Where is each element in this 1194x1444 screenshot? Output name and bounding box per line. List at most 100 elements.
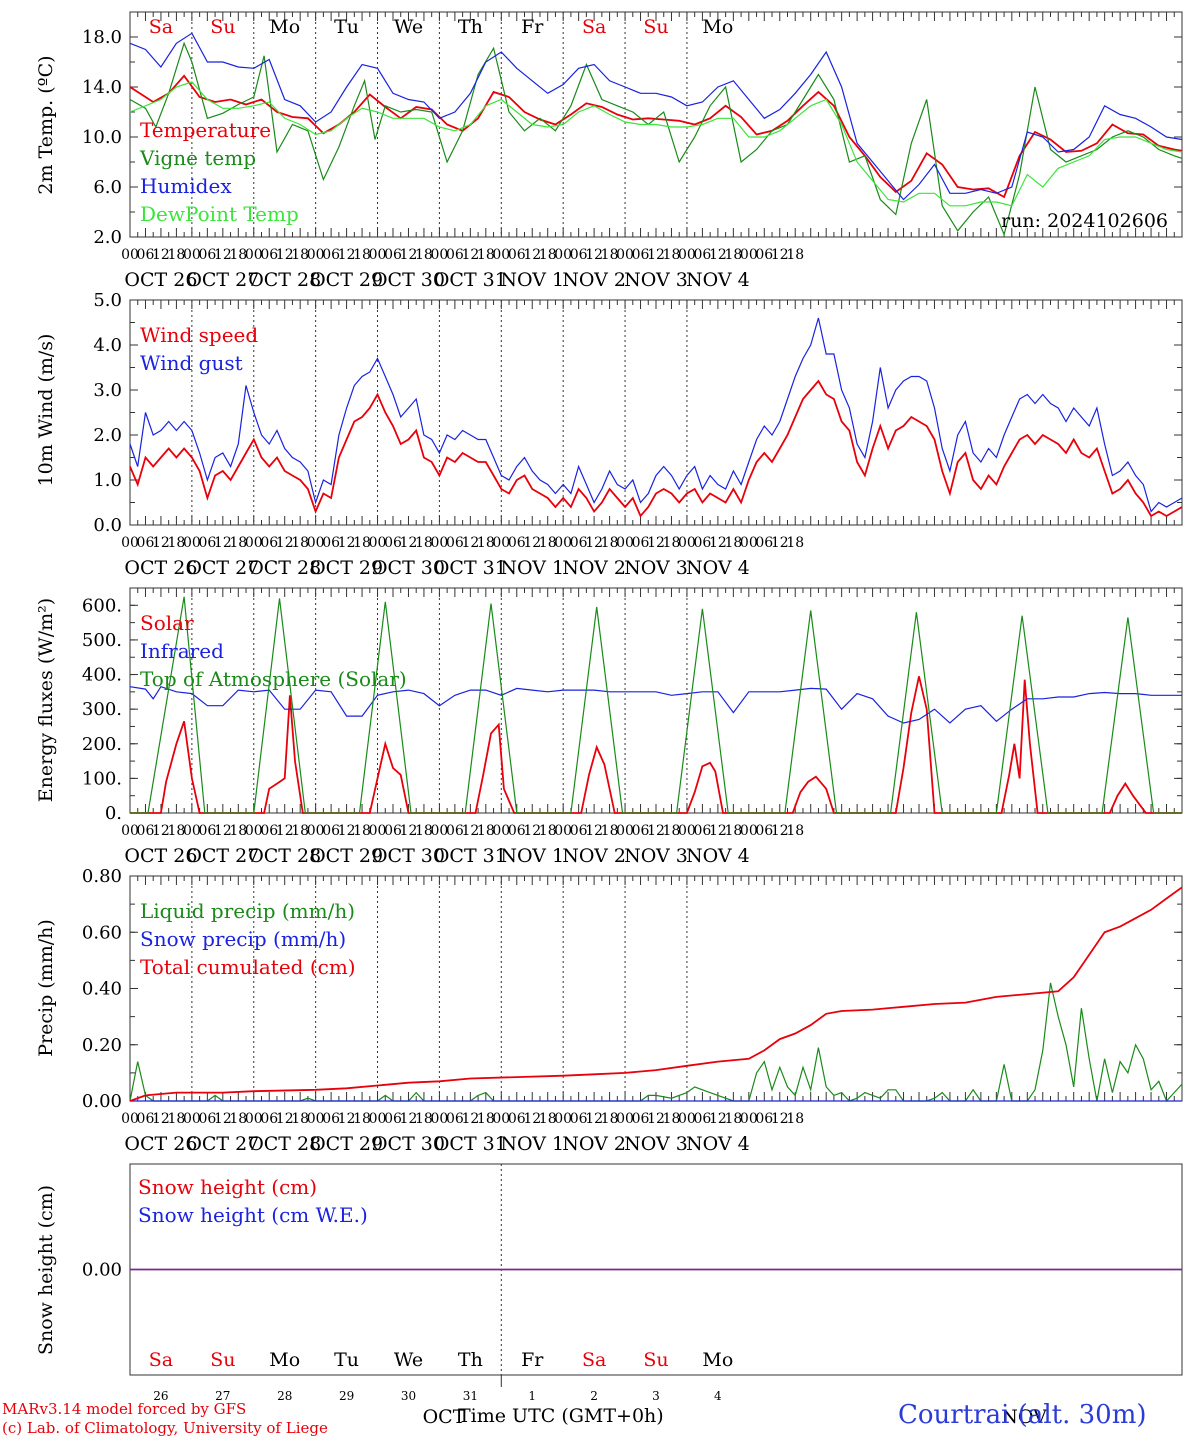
date-label: NOV 2 xyxy=(562,557,626,579)
hour-label: 06 xyxy=(508,535,526,551)
y-tick-label: 300. xyxy=(82,699,122,720)
hour-label: 00 xyxy=(492,1111,510,1127)
hour-label: 00 xyxy=(307,1111,325,1127)
hour-label: 06 xyxy=(198,1111,216,1127)
hour-label: 18 xyxy=(601,823,619,839)
hour-label: 12 xyxy=(709,1111,727,1127)
day-number: 27 xyxy=(215,1389,230,1403)
hour-label: 00 xyxy=(430,247,448,263)
hour-label: 12 xyxy=(771,823,789,839)
hour-label: 00 xyxy=(678,247,696,263)
day-name: Fr xyxy=(521,16,544,38)
hour-label: 00 xyxy=(121,1111,139,1127)
hour-label: 00 xyxy=(430,535,448,551)
hour-label: 18 xyxy=(167,823,185,839)
day-number: 4 xyxy=(714,1389,722,1403)
day-name: Fr xyxy=(521,1349,544,1371)
date-label: OCT 28 xyxy=(248,845,321,867)
credit-model: MARv3.14 model forced by GFS xyxy=(2,1400,247,1418)
y-tick-label: 5.0 xyxy=(93,290,122,311)
day-name: Sa xyxy=(582,1349,606,1371)
hour-label: 18 xyxy=(477,535,495,551)
hour-label: 12 xyxy=(400,823,418,839)
hour-label: 12 xyxy=(338,247,356,263)
hour-label: 12 xyxy=(771,1111,789,1127)
day-name: We xyxy=(394,16,423,38)
hour-label: 00 xyxy=(554,535,572,551)
hour-label: 00 xyxy=(369,247,387,263)
hour-label: 12 xyxy=(647,1111,665,1127)
y-tick-label: 2.0 xyxy=(93,227,122,248)
hour-label: 06 xyxy=(384,823,402,839)
hour-label: 00 xyxy=(245,823,263,839)
hour-label: 06 xyxy=(632,535,650,551)
hour-label: 18 xyxy=(477,823,495,839)
date-label: OCT 26 xyxy=(124,269,197,291)
series-line xyxy=(129,886,1183,1102)
date-label: OCT 26 xyxy=(124,1133,197,1155)
hour-label: 06 xyxy=(260,247,278,263)
day-name: Su xyxy=(643,1349,668,1371)
hour-label: 00 xyxy=(678,535,696,551)
legend-entry: Wind speed xyxy=(140,323,258,347)
hour-label: 12 xyxy=(771,247,789,263)
hour-label: 12 xyxy=(214,1111,232,1127)
panel-4: 0.00 0.20 0.40 0.60 0.80 Precip (mm/h) Liquid … xyxy=(35,866,1183,1155)
hour-label: 12 xyxy=(152,823,170,839)
hour-label: 06 xyxy=(260,1111,278,1127)
y-axis-label: Energy fluxes (W/m²) xyxy=(35,598,57,802)
y-axis-label: 10m Wind (m/s) xyxy=(35,334,57,487)
hour-label: 06 xyxy=(446,247,464,263)
y-tick-label: 4.0 xyxy=(93,335,122,356)
hour-label: 18 xyxy=(415,1111,433,1127)
hour-label: 00 xyxy=(554,247,572,263)
hour-label: 18 xyxy=(539,535,557,551)
hour-label: 12 xyxy=(461,247,479,263)
hour-label: 18 xyxy=(663,823,681,839)
hour-label: 18 xyxy=(724,1111,742,1127)
series-line xyxy=(129,74,1183,199)
hour-label: 18 xyxy=(167,247,185,263)
panel-2: 0.0 1.0 2.0 3.0 4.0 5.0 10m Wind (m/s) Wind spe… xyxy=(35,290,1183,579)
hour-label: 12 xyxy=(400,535,418,551)
hour-label: 00 xyxy=(616,247,634,263)
hour-label: 06 xyxy=(322,823,340,839)
hour-label: 00 xyxy=(740,247,758,263)
hour-label: 06 xyxy=(384,1111,402,1127)
hour-label: 12 xyxy=(214,535,232,551)
hour-label: 12 xyxy=(461,535,479,551)
hour-label: 06 xyxy=(137,823,155,839)
hour-label: 06 xyxy=(632,823,650,839)
hour-label: 00 xyxy=(492,535,510,551)
hour-label: 00 xyxy=(307,247,325,263)
date-label: NOV 1 xyxy=(500,269,564,291)
hour-label: 00 xyxy=(616,535,634,551)
hour-label: 00 xyxy=(183,1111,201,1127)
hour-label: 12 xyxy=(400,247,418,263)
series-line xyxy=(129,32,1183,201)
day-name: We xyxy=(394,1349,423,1371)
hour-label: 06 xyxy=(198,535,216,551)
hour-label: 06 xyxy=(384,247,402,263)
date-label: OCT 29 xyxy=(310,557,383,579)
credit-lab: (c) Lab. of Climatology, University of L… xyxy=(2,1419,328,1437)
y-tick-label: 0.20 xyxy=(82,1035,122,1056)
date-label: NOV 1 xyxy=(500,1133,564,1155)
hour-label: 18 xyxy=(477,1111,495,1127)
day-name: Su xyxy=(210,16,235,38)
date-label: NOV 2 xyxy=(562,845,626,867)
date-label: OCT 28 xyxy=(248,1133,321,1155)
station-name: Courtrai (alt. 30m) xyxy=(898,1400,1147,1430)
hour-label: 12 xyxy=(461,823,479,839)
y-tick-label: 500. xyxy=(82,630,122,651)
y-axis-label: 2m Temp. (ºC) xyxy=(35,55,57,194)
date-label: NOV 1 xyxy=(500,845,564,867)
panel-1: 2.0 6.0 10.0 14.0 18.0 2m Temp. (ºC) Temperatu… xyxy=(35,11,1183,291)
hour-label: 06 xyxy=(508,1111,526,1127)
y-tick-label: 0.00 xyxy=(82,1091,122,1112)
hour-label: 18 xyxy=(353,247,371,263)
hour-label: 18 xyxy=(601,1111,619,1127)
y-tick-label: 0.80 xyxy=(82,866,122,887)
hour-label: 18 xyxy=(229,823,247,839)
